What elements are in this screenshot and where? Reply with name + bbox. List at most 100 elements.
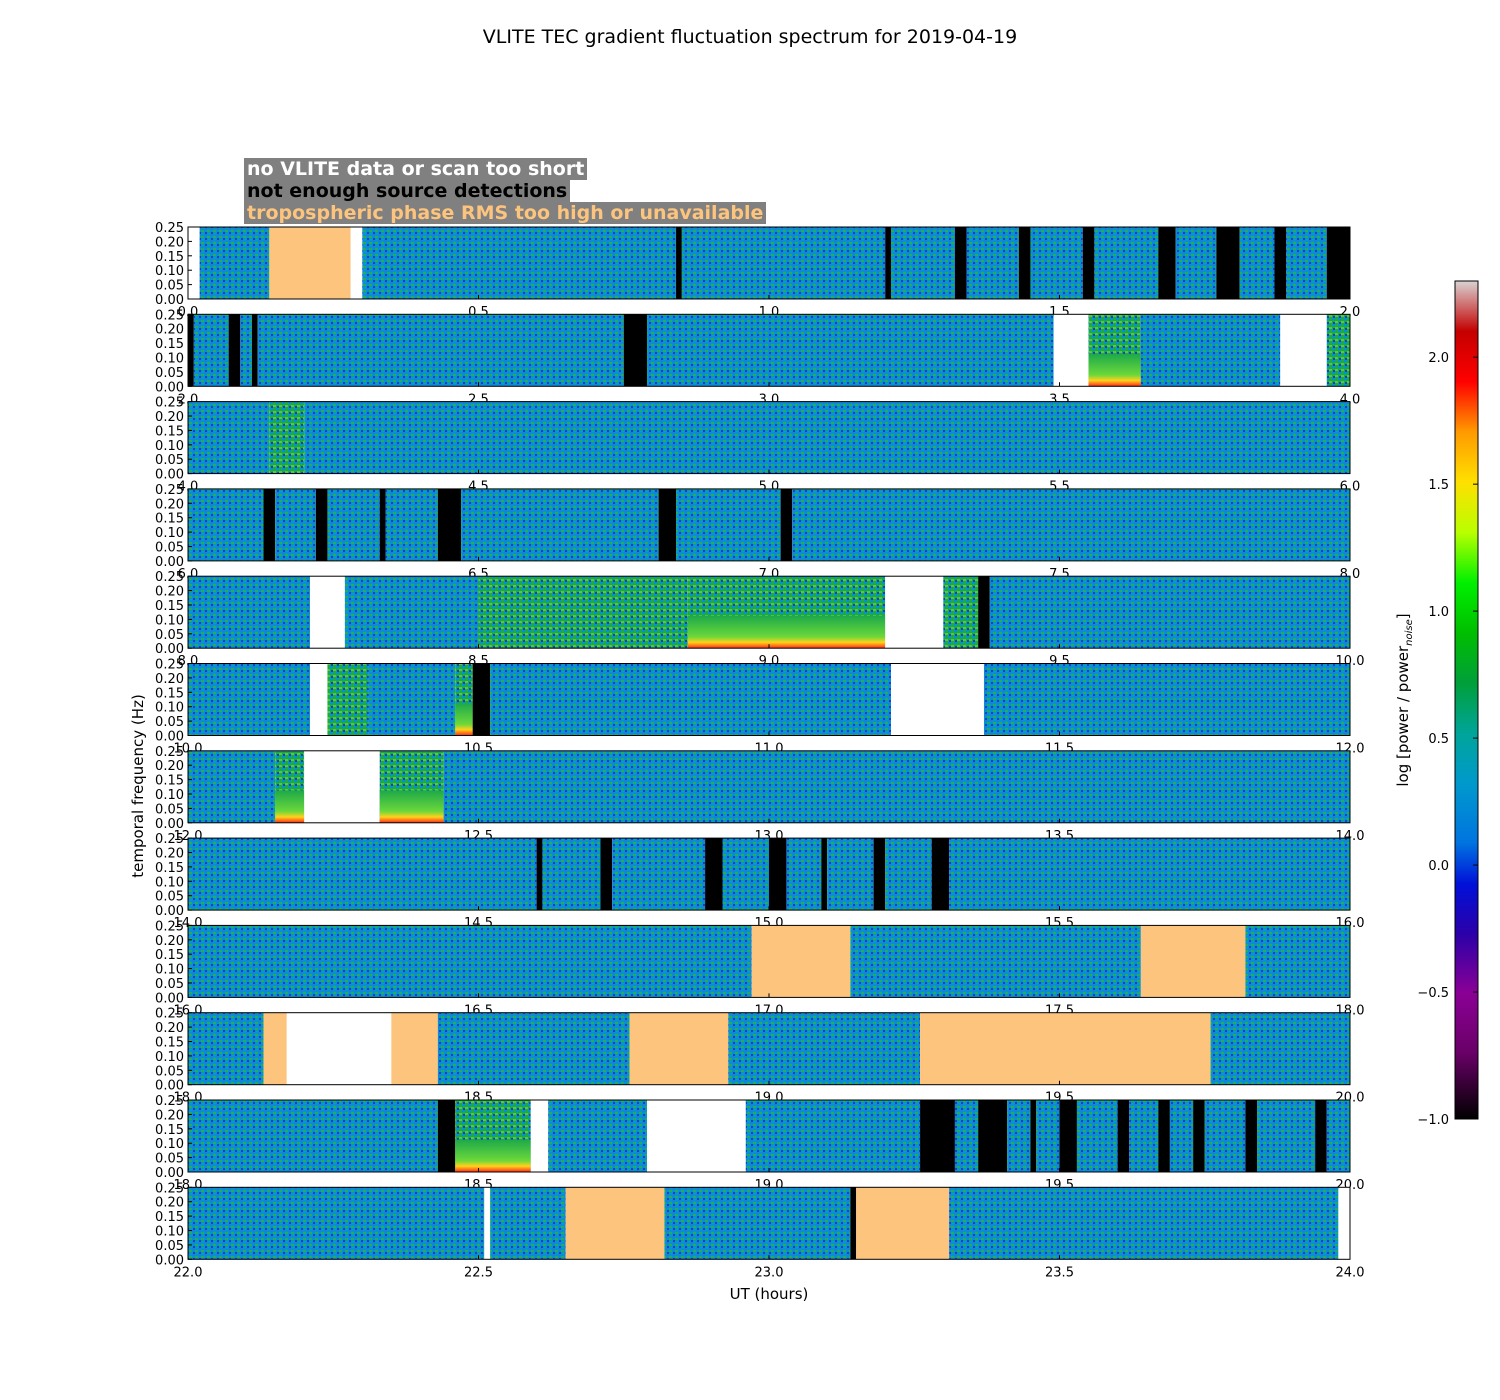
y-tick-label: 0.00	[155, 380, 184, 395]
y-tick-label: 0.05	[155, 541, 184, 556]
no-data-region	[350, 227, 363, 299]
y-tick-label: 0.20	[155, 759, 184, 774]
y-tick-label: 0.10	[155, 963, 184, 978]
spectrum-region	[1030, 227, 1083, 299]
panel: 0.000.050.100.150.200.258.0 8.5 9.0 9.5 10.0	[155, 570, 1364, 669]
tropo-region	[1140, 925, 1246, 998]
high-power-region	[275, 790, 305, 823]
y-tick-label: 0.25	[155, 745, 184, 760]
spectrum-region	[188, 401, 270, 474]
spectrum-region	[612, 838, 706, 911]
legend-entry: tropospheric phase RMS too high or unava…	[244, 202, 767, 224]
spectrum-region	[188, 1187, 485, 1260]
spectrum-region	[891, 227, 955, 299]
colorbar-tick-label: 0.0	[1428, 859, 1449, 874]
no-detection-region	[623, 314, 647, 387]
y-tick-label: 0.15	[155, 861, 184, 876]
y-tick-label: 0.25	[155, 396, 184, 411]
colorbar-tick-label: 1.5	[1428, 478, 1449, 493]
y-tick-label: 0.05	[155, 1064, 184, 1079]
no-detection-region	[600, 838, 613, 911]
y-tick-label: 0.10	[155, 1225, 184, 1240]
x-tick-label: 22.0	[174, 1265, 203, 1280]
y-tick-label: 0.00	[155, 817, 184, 832]
legend-entry: no VLITE data or scan too short	[244, 158, 588, 180]
no-data-region	[310, 576, 345, 649]
spectrum-region	[1245, 925, 1350, 998]
y-tick-label: 0.15	[155, 1210, 184, 1225]
y-tick-label: 0.15	[155, 250, 184, 265]
no-detection-region	[885, 227, 892, 299]
panel: 0.000.050.100.150.200.256.0 6.5 7.0 7.5 8.0	[155, 483, 1360, 582]
no-data-region	[1053, 314, 1089, 387]
x-tick-label: 23.5	[1045, 1265, 1074, 1280]
tropo-region	[391, 1012, 438, 1085]
no-detection-region	[1193, 1100, 1205, 1172]
spectrum-region	[646, 314, 1054, 387]
y-tick-label: 0.20	[155, 323, 184, 338]
spectrum-region	[327, 488, 380, 561]
y-tick-label: 0.15	[155, 1036, 184, 1051]
spectrum-region	[368, 663, 456, 736]
spectrum-region	[983, 663, 1350, 736]
spectrum-region	[188, 838, 537, 911]
y-tick-label: 0.10	[155, 1050, 184, 1065]
y-tick-label: 0.10	[155, 264, 184, 279]
spectrum-region	[443, 750, 1350, 823]
spectrum-region	[989, 576, 1350, 649]
no-detection-region	[263, 488, 276, 561]
y-tick-label: 0.20	[155, 1196, 184, 1211]
y-tick-label: 0.15	[155, 948, 184, 963]
y-tick-label: 0.15	[155, 686, 184, 701]
y-tick-label: 0.20	[155, 585, 184, 600]
y-tick-label: 0.10	[155, 701, 184, 716]
y-tick-label: 0.10	[155, 1137, 184, 1152]
y-tick-label: 0.10	[155, 788, 184, 803]
y-tick-label: 0.10	[155, 439, 184, 454]
no-data-region	[484, 1187, 491, 1260]
colorbar-label-sub: noise	[1404, 619, 1415, 646]
high-power-region	[455, 703, 473, 736]
no-detection-region	[658, 488, 677, 561]
y-tick-label: 0.20	[155, 1108, 184, 1123]
spectrum-region	[949, 1187, 1339, 1260]
colorbar-label: log [power / powernoise]	[1394, 613, 1415, 786]
y-tick-label: 0.25	[155, 1007, 184, 1022]
no-detection-region	[1274, 227, 1287, 299]
x-tick-label: 22.5	[464, 1265, 493, 1280]
y-tick-label: 0.00	[155, 730, 184, 745]
no-data-region	[188, 227, 200, 299]
spectrum-region	[188, 1100, 438, 1172]
y-tick-label: 0.25	[155, 483, 184, 498]
y-tick-label: 0.00	[155, 1079, 184, 1094]
y-tick-label: 0.15	[155, 424, 184, 439]
spectrum-region	[437, 1012, 630, 1085]
no-data-region	[891, 663, 984, 736]
no-detection-region	[1030, 1100, 1037, 1172]
y-tick-label: 0.00	[155, 555, 184, 570]
no-data-region	[1338, 1187, 1350, 1260]
y-tick-label: 0.20	[155, 1021, 184, 1036]
spectrum-region	[966, 227, 1019, 299]
y-tick-label: 0.25	[155, 919, 184, 934]
spectrum-region	[676, 488, 781, 561]
no-detection-region	[1018, 227, 1031, 299]
tropo-region	[920, 1012, 1211, 1085]
spectrum-region	[304, 401, 1351, 474]
y-tick-label: 0.15	[155, 512, 184, 527]
spectrum-region	[188, 925, 752, 998]
high-power-region	[687, 615, 886, 649]
no-detection-region	[437, 1100, 456, 1172]
no-detection-region	[1158, 227, 1176, 299]
spectrum-region	[943, 576, 979, 649]
y-tick-label: 0.20	[155, 672, 184, 687]
no-data-region	[1280, 314, 1327, 387]
no-detection-region	[978, 1100, 1008, 1172]
y-tick-label: 0.05	[155, 802, 184, 817]
panel: 0.000.050.100.150.200.252.0 2.5 3.0 3.5 4.0	[155, 308, 1360, 407]
no-detection-region	[705, 838, 723, 911]
y-tick-label: 0.00	[155, 1253, 184, 1268]
tropo-region	[269, 227, 351, 299]
no-detection-region	[536, 838, 543, 911]
